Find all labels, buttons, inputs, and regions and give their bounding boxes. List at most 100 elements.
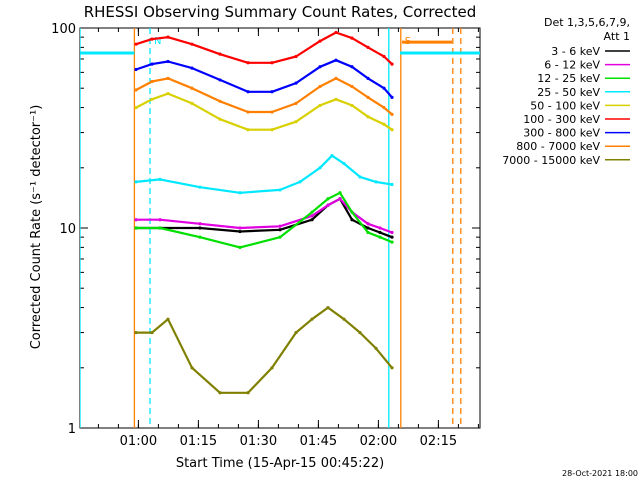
series-point-100-300-kev [350, 36, 354, 40]
series-point-25-50-kev [278, 188, 282, 192]
series-point-800-7000-kev [270, 110, 274, 114]
marker-label-n: N [154, 36, 161, 47]
series-point-12-25-kev [390, 240, 394, 244]
series-point-300-800-kev [246, 90, 250, 94]
series-point-6-12-kev [310, 214, 314, 218]
series-point-100-300-kev [366, 45, 370, 49]
series-point-12-25-kev [238, 245, 242, 249]
y-tick-label-10: 10 [59, 222, 76, 237]
series-point-50-100-kev [294, 120, 298, 124]
series-point-50-100-kev [366, 115, 370, 119]
y-tick-label-100: 100 [51, 22, 76, 37]
series-point-12-25-kev [278, 235, 282, 239]
series-point-800-7000-kev [366, 95, 370, 99]
series-point-50-100-kev [334, 97, 338, 101]
series-point-7000-15000-kev [270, 366, 274, 370]
series-point-7000-15000-kev [390, 366, 394, 370]
series-point-50-100-kev [390, 128, 394, 132]
series-line-100-300-kev [135, 31, 393, 65]
series-point-300-800-kev [334, 58, 338, 62]
x-tick-label-01-00: 01:00 [120, 434, 157, 449]
series-point-7000-15000-kev [150, 330, 154, 335]
series-point-7000-15000-kev [134, 330, 138, 335]
series-point-6-12-kev [326, 203, 330, 207]
legend-label-100-300-kev: 100 - 300 keV [523, 113, 600, 126]
legend-label-6-12-kev: 6 - 12 keV [544, 59, 600, 72]
legend-label-800-7000-kev: 800 - 7000 keV [516, 140, 600, 153]
series-point-6-12-kev [134, 218, 138, 222]
series-point-6-12-kev [378, 226, 382, 230]
series-point-50-100-kev [318, 103, 322, 108]
timestamp-footer: 28-Oct-2021 18:00 [562, 469, 638, 478]
y-tick-label-1: 1 [68, 422, 76, 437]
series-point-3-6-kev [198, 226, 202, 230]
series-point-25-50-kev [358, 175, 362, 179]
series-point-300-800-kev [150, 62, 154, 66]
series-point-6-12-kev [278, 224, 282, 228]
series-point-25-50-kev [158, 177, 162, 181]
series-point-800-7000-kev [166, 76, 170, 80]
series-point-50-100-kev [150, 97, 154, 101]
legend-label-3-6-kev: 3 - 6 keV [551, 45, 600, 58]
series-point-300-800-kev [350, 65, 354, 69]
series-point-25-50-kev [238, 191, 242, 195]
series-point-100-300-kev [150, 37, 154, 41]
series-point-300-800-kev [218, 78, 222, 82]
series-point-12-25-kev [326, 197, 330, 201]
series-point-100-300-kev [294, 54, 298, 59]
series-point-6-12-kev [338, 197, 342, 201]
series-line-12-25-kev [136, 191, 393, 249]
series-point-3-6-kev [390, 235, 394, 239]
series-point-800-7000-kev [318, 84, 322, 89]
series-point-100-300-kev [318, 39, 322, 43]
series-point-3-6-kev [366, 226, 370, 230]
x-tick-label-02-15: 02:15 [420, 434, 457, 449]
series-line-7000-15000-kev [136, 306, 393, 394]
series-point-6-12-kev [198, 222, 202, 226]
series-point-7000-15000-kev [246, 391, 250, 395]
series-point-100-300-kev [246, 61, 250, 65]
series-point-800-7000-kev [334, 76, 338, 80]
series-point-100-300-kev [218, 52, 222, 56]
series-point-100-300-kev [382, 54, 386, 59]
series-point-12-25-kev [198, 235, 202, 239]
series-point-12-25-kev [378, 235, 382, 239]
series-point-7000-15000-kev [326, 305, 330, 310]
series-point-300-800-kev [366, 76, 370, 80]
series-point-800-7000-kev [350, 84, 354, 89]
x-tick-label-01-45: 01:45 [300, 434, 337, 449]
series-point-100-300-kev [134, 42, 138, 46]
series-point-7000-15000-kev [374, 346, 378, 351]
series-point-3-6-kev [278, 228, 282, 232]
series-point-25-50-kev [198, 185, 202, 189]
y-axis-label: Corrected Count Rate (s⁻¹ detector⁻¹) [29, 105, 44, 350]
series-point-800-7000-kev [150, 79, 154, 84]
series-point-12-25-kev [134, 226, 138, 230]
series-point-50-100-kev [350, 103, 354, 108]
series-point-12-25-kev [366, 230, 370, 235]
series-point-300-800-kev [134, 67, 138, 72]
series-point-100-300-kev [270, 61, 274, 65]
series-point-12-25-kev [158, 226, 162, 230]
series-point-6-12-kev [238, 226, 242, 230]
series-line-300-800-kev [135, 59, 393, 99]
x-tick-label-01-15: 01:15 [180, 434, 217, 449]
series-point-50-100-kev [190, 101, 194, 105]
series-point-12-25-kev [350, 210, 354, 214]
series-point-300-800-kev [190, 66, 194, 70]
series-point-100-300-kev [334, 30, 338, 35]
series-point-25-50-kev [342, 161, 346, 166]
series-point-6-12-kev [158, 218, 162, 222]
series-point-25-50-kev [374, 180, 378, 184]
series-point-25-50-kev [390, 182, 394, 187]
series-point-300-800-kev [382, 86, 386, 90]
series-point-50-100-kev [270, 128, 274, 132]
legend-label-25-50-kev: 25 - 50 keV [537, 86, 600, 99]
series-point-300-800-kev [166, 59, 170, 64]
series-point-25-50-kev [298, 180, 302, 184]
series-point-7000-15000-kev [310, 317, 314, 321]
chart-title: RHESSI Observing Summary Count Rates, Co… [84, 3, 477, 21]
series-line-50-100-kev [135, 92, 393, 131]
series-point-300-800-kev [294, 81, 298, 85]
